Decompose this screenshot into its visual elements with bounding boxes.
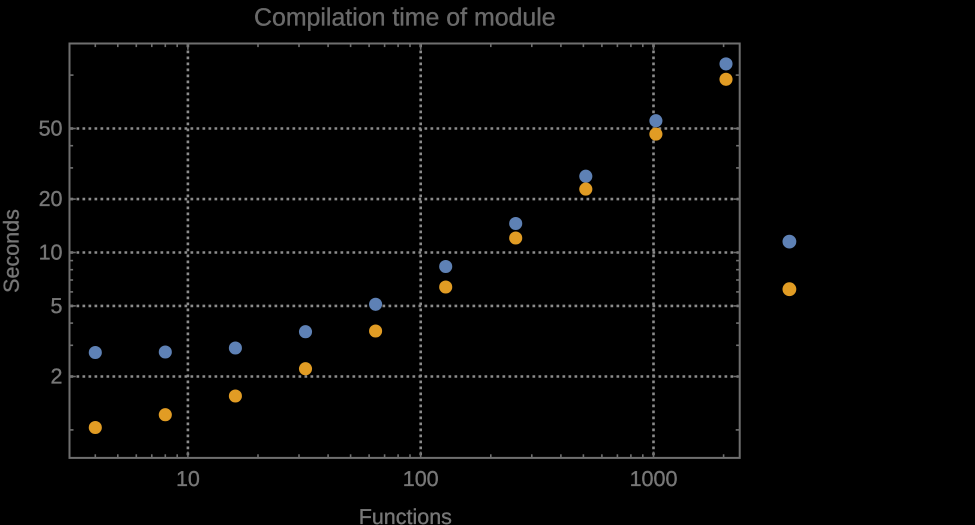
svg-text:100: 100 (403, 467, 439, 491)
svg-text:Compilation time of module: Compilation time of module (254, 4, 556, 32)
svg-text:10: 10 (39, 240, 63, 264)
svg-text:10: 10 (176, 467, 200, 491)
svg-text:1000: 1000 (630, 467, 678, 491)
svg-text:Seconds: Seconds (0, 209, 24, 293)
svg-text:Functions: Functions (359, 505, 452, 525)
svg-text:50: 50 (39, 116, 63, 140)
svg-text:5: 5 (51, 294, 63, 318)
svg-text:2: 2 (51, 364, 63, 388)
svg-text:20: 20 (39, 187, 63, 211)
